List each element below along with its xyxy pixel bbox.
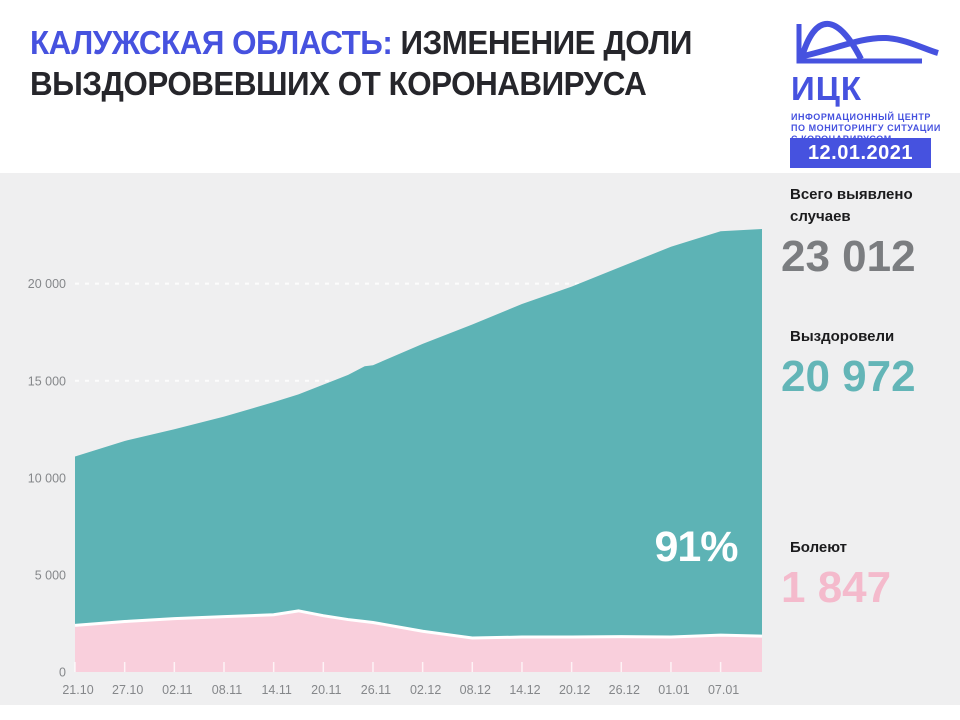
logo-subtitle-line2: ПО МОНИТОРИНГУ СИТУАЦИИ xyxy=(791,123,941,133)
x-axis-label: 27.10 xyxy=(112,683,143,697)
page-title-line1-rest: ИЗМЕНЕНИЕ ДОЛИ xyxy=(392,24,693,61)
page-title: КАЛУЖСКАЯ ОБЛАСТЬ: ИЗМЕНЕНИЕ ДОЛИ ВЫЗДОР… xyxy=(30,22,692,104)
x-axis-label: 08.12 xyxy=(460,683,491,697)
stat-total-cases-value: 23 012 xyxy=(781,232,916,281)
y-axis-label: 10 000 xyxy=(28,471,66,485)
page-title-line2: ВЫЗДОРОВЕВШИХ ОТ КОРОНАВИРУСА xyxy=(30,65,647,102)
sick-area xyxy=(75,610,762,672)
recovered-share-label: 91% xyxy=(654,523,738,571)
logo-subtitle-line1: ИНФОРМАЦИОННЫЙ ЦЕНТР xyxy=(791,112,931,122)
x-axis-label: 26.11 xyxy=(361,683,391,697)
x-axis-label: 20.11 xyxy=(311,683,341,697)
x-axis-label: 26.12 xyxy=(609,683,640,697)
stat-total-cases-label-line1: Всего выявлено xyxy=(790,186,913,203)
x-axis-label: 14.12 xyxy=(509,683,540,697)
y-axis-label: 15 000 xyxy=(28,374,66,388)
stat-sick: Болеют 1 847 xyxy=(781,537,958,610)
stacked-area-chart: 0 5 000 10 000 15 000 20 000 21.10 27.10 02.11 0… xyxy=(28,228,763,697)
recovered-area xyxy=(75,228,762,639)
stat-recovered-label: Выздоровели xyxy=(790,328,895,345)
epidemic-curves-icon xyxy=(791,12,956,71)
icc-logo: ИЦК ИНФОРМАЦИОННЫЙ ЦЕНТР ПО МОНИТОРИНГУ … xyxy=(791,12,956,145)
stat-sick-label: Болеют xyxy=(790,539,848,556)
stat-recovered: Выздоровели 20 972 xyxy=(781,326,958,399)
x-axis-label: 02.12 xyxy=(410,683,441,697)
x-axis-label: 07.01 xyxy=(708,683,739,697)
stat-total-cases: Всего выявлено случаев 23 012 xyxy=(781,184,958,279)
x-axis-label: 02.11 xyxy=(162,683,192,697)
logo-abbr: ИЦК xyxy=(791,70,862,107)
chart-panel: 0 5 000 10 000 15 000 20 000 21.10 27.10 02.11 0… xyxy=(0,173,960,705)
x-axis-label: 14.11 xyxy=(261,683,291,697)
x-axis-label: 01.01 xyxy=(658,683,689,697)
x-axis-label: 20.12 xyxy=(559,683,590,697)
stat-sick-value: 1 847 xyxy=(781,563,892,612)
y-axis-label: 5 000 xyxy=(35,568,66,582)
x-axis-label: 08.11 xyxy=(212,683,242,697)
y-axis-label: 0 xyxy=(59,666,66,680)
x-axis-label: 21.10 xyxy=(62,683,93,697)
date-badge: 12.01.2021 xyxy=(790,138,931,168)
stat-total-cases-label-line2: случаев xyxy=(790,208,851,225)
series-separator-line xyxy=(74,609,763,640)
stat-recovered-value: 20 972 xyxy=(781,352,916,401)
page-title-region: КАЛУЖСКАЯ ОБЛАСТЬ: xyxy=(30,24,393,61)
y-axis-label: 20 000 xyxy=(28,277,66,291)
